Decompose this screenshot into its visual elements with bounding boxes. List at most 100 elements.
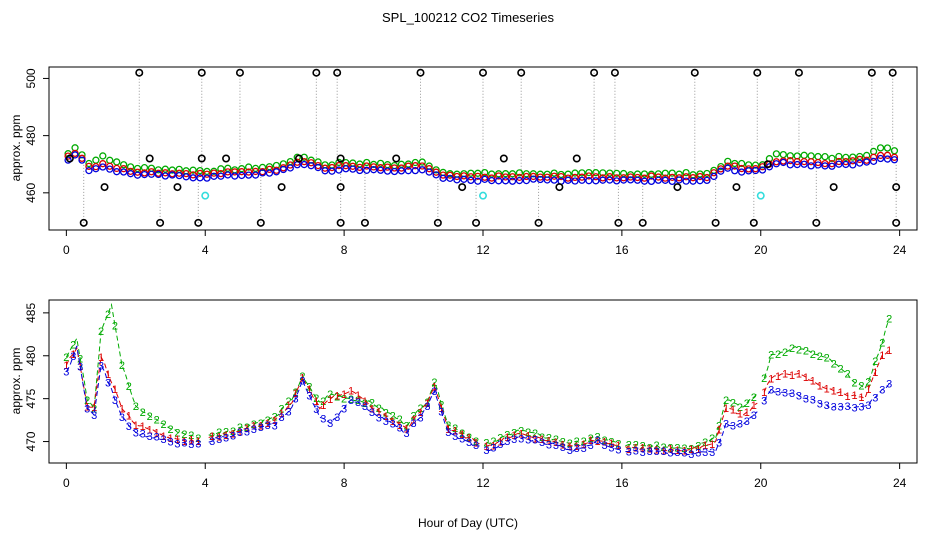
bottom-series-3-point: 3 [334, 412, 340, 424]
bottom-series-3-point: 3 [459, 434, 465, 446]
top-series-blue-point [244, 171, 253, 179]
bottom-series-1-point: 1 [744, 407, 750, 419]
bottom-series-2-point: 2 [404, 420, 410, 432]
bottom-series-2-point: 2 [730, 398, 736, 410]
top-series-blue-point [390, 167, 399, 176]
top-series-red-point [869, 153, 878, 161]
bottom-series-1-point: 1 [313, 396, 319, 408]
top-series-blue-point [106, 165, 114, 173]
top-black-point [555, 183, 564, 192]
bottom-series-3-point: 3 [844, 401, 850, 413]
top-series-red-point [800, 157, 808, 166]
top-series-red-point [883, 151, 892, 159]
top-series-blue-point [592, 177, 600, 185]
bottom-series-3-point: 3 [174, 439, 180, 451]
bottom-series-1-point: 1 [265, 418, 271, 430]
top-cyan-point [756, 191, 765, 200]
top-series-red-point [85, 162, 93, 171]
top-black-point [572, 154, 581, 163]
top-series-blue-point [828, 162, 836, 170]
bottom-series-3-point: 3 [546, 439, 552, 451]
top-series-blue-point [217, 172, 225, 180]
top-series-blue-point [363, 166, 371, 174]
top-series-blue-point [738, 168, 746, 176]
bottom-series-2-point: 2 [560, 436, 566, 448]
bottom-series-1-point: 1 [216, 432, 222, 444]
top-series-red-point [661, 174, 669, 182]
bottom-series-2-point: 2 [532, 428, 538, 440]
top-series-green-point [418, 158, 426, 166]
bottom-series-2-point: 2 [223, 427, 229, 439]
bottom-series-1-point: 1 [473, 438, 479, 450]
bottom-series-2-point: 2 [702, 437, 708, 449]
top-panel: 0 4 8 12 16 20 24 460 480 500 approx. ppm [9, 66, 918, 257]
bottom-series-1-point: 1 [272, 415, 278, 427]
bottom-series-1-point: 1 [674, 445, 680, 457]
top-series-green-point [432, 166, 440, 174]
top-series-green-point [293, 153, 301, 161]
bottom-series-1-point: 1 [626, 444, 632, 456]
bottom-series-2-point: 2 [299, 371, 305, 383]
bottom-series-3-point: 3 [775, 386, 781, 398]
bottom-series-1-point: 1 [730, 404, 736, 416]
top-black-high-point [416, 68, 425, 77]
top-x-tick-label: 24 [893, 243, 907, 257]
top-series-red-point [717, 165, 725, 173]
top-series-green-point [515, 169, 524, 177]
top-series-red-point [265, 165, 274, 174]
top-series-green-point [571, 169, 579, 177]
top-black-high-point [867, 68, 876, 77]
bottom-series-1-point: 1 [466, 432, 472, 444]
bottom-series-2-point: 2 [362, 398, 368, 410]
top-series-green-point [883, 144, 892, 152]
bottom-series-1-point: 1 [188, 435, 194, 447]
bottom-series-2-point: 2 [872, 356, 878, 368]
bottom-series-2-point: 2 [390, 410, 396, 422]
bottom-series-3-point: 3 [574, 443, 580, 455]
top-black-low-point [812, 218, 821, 227]
top-series-green-point [154, 166, 163, 174]
bottom-series-1-point: 1 [640, 442, 646, 454]
top-series-red-point [418, 162, 426, 170]
bottom-series-1-point: 1 [824, 384, 830, 396]
top-series-red-point [147, 168, 156, 176]
bottom-x-tick-label: 20 [754, 476, 768, 490]
top-gridlines [83, 72, 897, 223]
top-series-blue-point [411, 166, 419, 175]
top-series-red-point [564, 174, 572, 182]
bottom-series-2-point: 2 [709, 433, 715, 445]
bottom-series-3-point: 3 [483, 445, 489, 457]
bottom-series-3-point: 3 [383, 416, 389, 428]
bottom-series-3-point: 3 [341, 403, 347, 415]
top-series-blue-point [543, 176, 551, 184]
bottom-series-1-point: 1 [702, 440, 708, 452]
top-series-red-point [383, 163, 392, 171]
bottom-series-2-point: 2 [174, 427, 180, 439]
bottom-series-2-point: 2 [497, 433, 503, 445]
bottom-series-1-point: 1 [633, 443, 639, 455]
bottom-series-2-point: 2 [209, 431, 215, 443]
top-series-green-point [557, 170, 565, 179]
bottom-y-tick-label: 470 [24, 431, 38, 451]
bottom-series-2-point: 2 [154, 414, 160, 426]
top-series-green-point [606, 169, 614, 177]
bottom-series-1-point: 1 [723, 403, 729, 415]
top-series-blue-point [633, 176, 642, 184]
bottom-series-2-point: 2 [695, 440, 701, 452]
bottom-series-3-point: 3 [581, 443, 587, 455]
bottom-series-3-point: 3 [695, 448, 701, 460]
bottom-series-2-point: 2 [831, 358, 837, 370]
bottom-series-1-point: 1 [581, 439, 587, 451]
bottom-series-3-point: 3 [348, 395, 354, 407]
bottom-series-1-point: 1 [251, 420, 257, 432]
top-series-blue-point [661, 176, 669, 184]
top-series-green-point [717, 162, 725, 171]
top-black-high-point [610, 68, 619, 77]
top-series-red-point [731, 162, 739, 170]
bottom-series-1-point: 1 [452, 426, 458, 438]
bottom-series-1-point: 1 [886, 345, 892, 357]
bottom-series-1-point: 1 [751, 400, 757, 412]
top-series-red-point [689, 174, 697, 182]
top-x-tick-label: 4 [202, 243, 209, 257]
bottom-series-2-point: 2 [626, 439, 632, 451]
